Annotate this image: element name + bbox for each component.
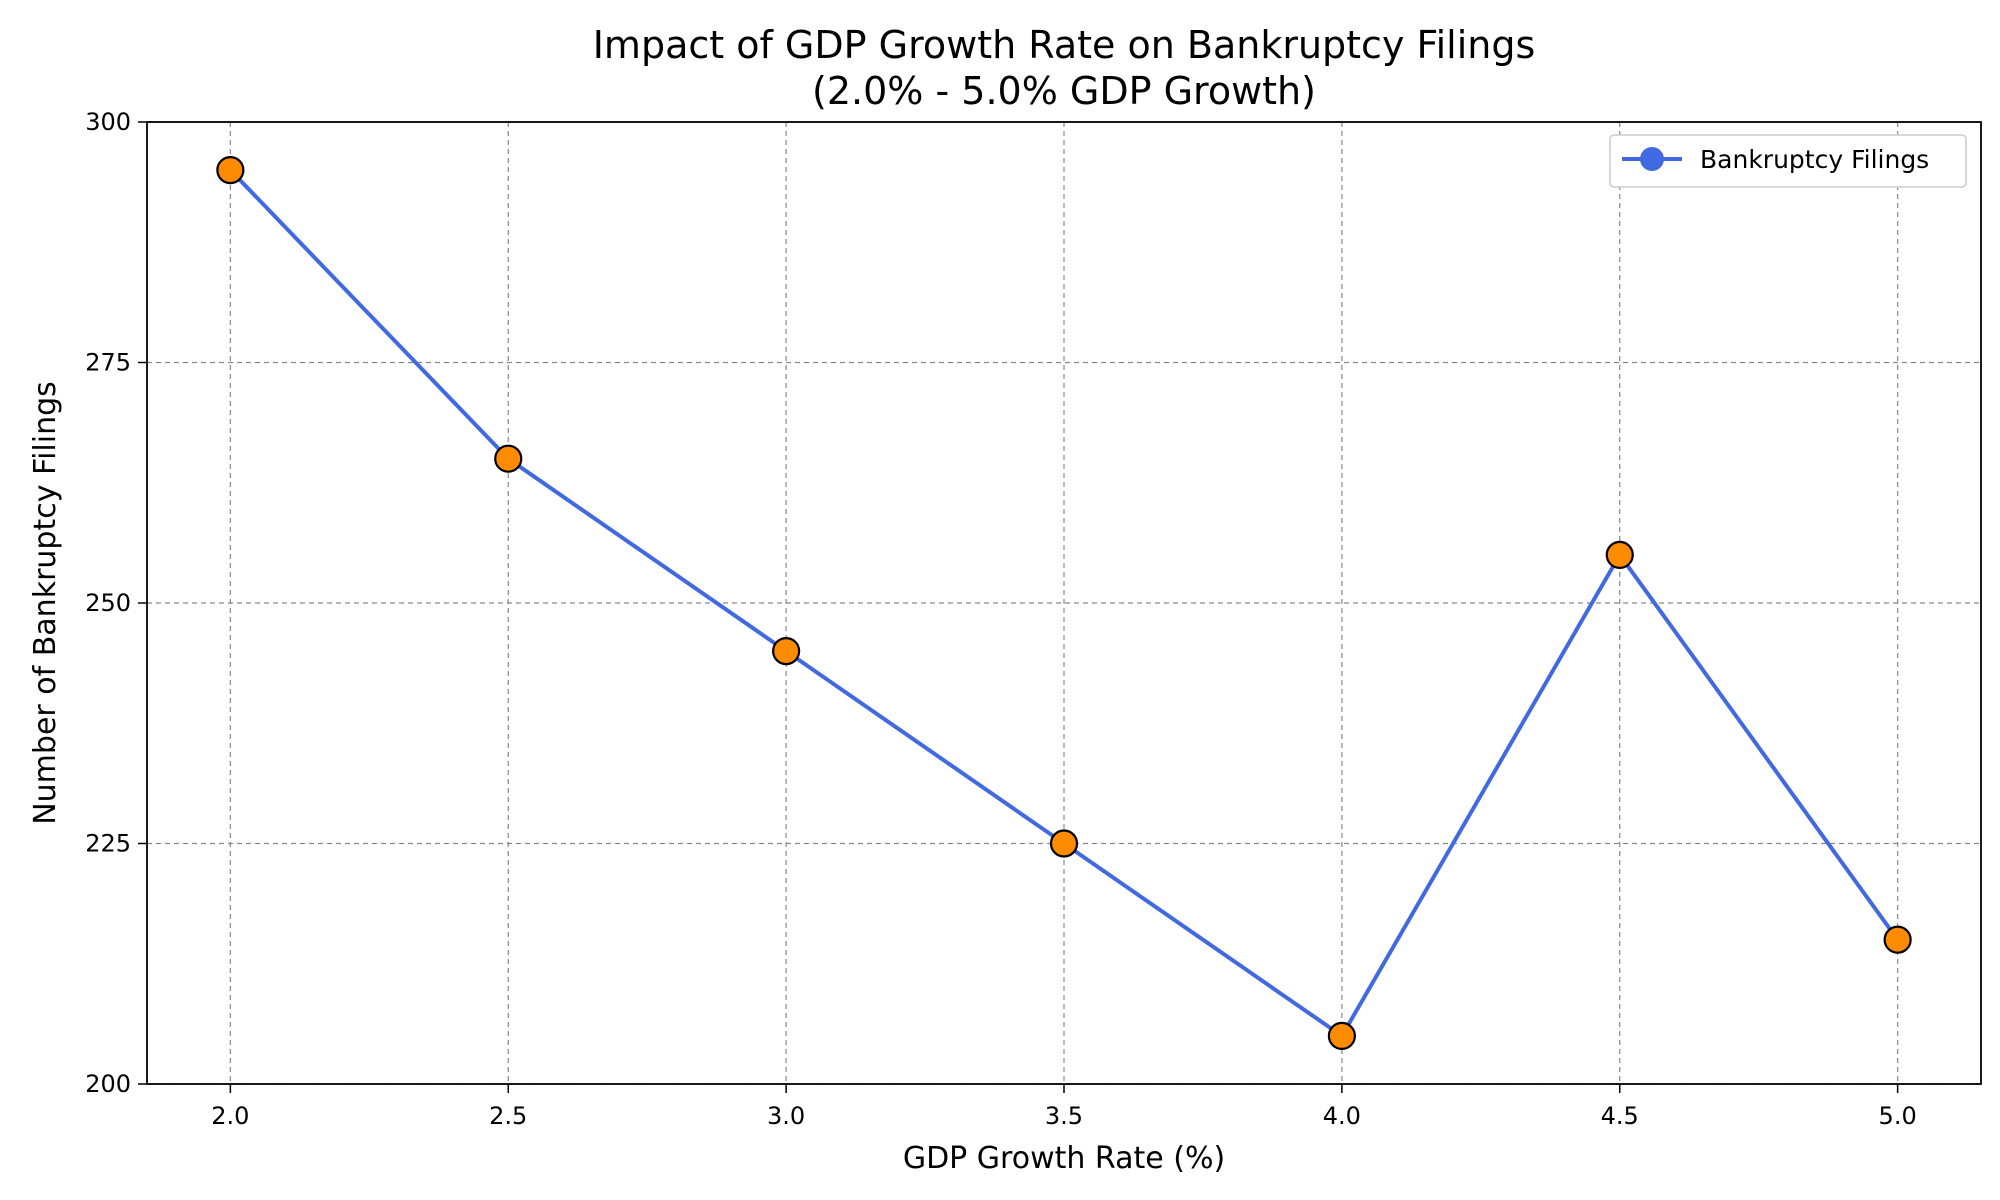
plot-frame (146, 121, 1982, 1085)
x-tick-label: 5.0 (1879, 1102, 1917, 1130)
grid-lines (147, 121, 1981, 1085)
x-tick-label: 3.0 (767, 1102, 805, 1130)
data-point (772, 636, 801, 666)
data-point (216, 156, 245, 185)
legend-marker-swatch (1640, 147, 1664, 171)
x-tick-label: 4.0 (1323, 1102, 1361, 1130)
axes (138, 121, 1982, 1093)
y-axis-label: Number of Bankruptcy Filings (28, 381, 63, 825)
y-tick-label: 275 (85, 349, 131, 377)
chart-subtitle: (2.0% - 5.0% GDP Growth) (812, 69, 1316, 113)
y-tick-label: 300 (85, 108, 131, 136)
chart-title: Impact of GDP Growth Rate on Bankruptcy … (593, 23, 1536, 67)
data-point (494, 444, 523, 473)
legend-frame (1609, 134, 1967, 188)
tick-labels: 2.0 2.5 3.0 3.5 4.0 4.5 5.0 200 225 250 275 300 (85, 108, 1917, 1130)
x-tick-label: 3.5 (1045, 1102, 1083, 1130)
legend-label: Bankruptcy Filings (1700, 145, 1929, 174)
y-tick-label: 200 (85, 1070, 131, 1098)
y-tick-label: 250 (85, 589, 131, 617)
legend: Bankruptcy Filings (1609, 134, 1967, 188)
x-tick-label: 2.0 (211, 1102, 249, 1130)
y-tick-label: 225 (85, 830, 131, 858)
data-point (1883, 925, 1912, 954)
data-point (1605, 540, 1634, 570)
x-tick-label: 4.5 (1601, 1102, 1639, 1130)
data-point (1327, 1021, 1356, 1051)
data-series (216, 156, 1912, 1051)
data-point (1049, 829, 1079, 858)
x-axis-label: GDP Growth Rate (%) (903, 1141, 1225, 1176)
x-tick-label: 2.5 (489, 1102, 527, 1130)
